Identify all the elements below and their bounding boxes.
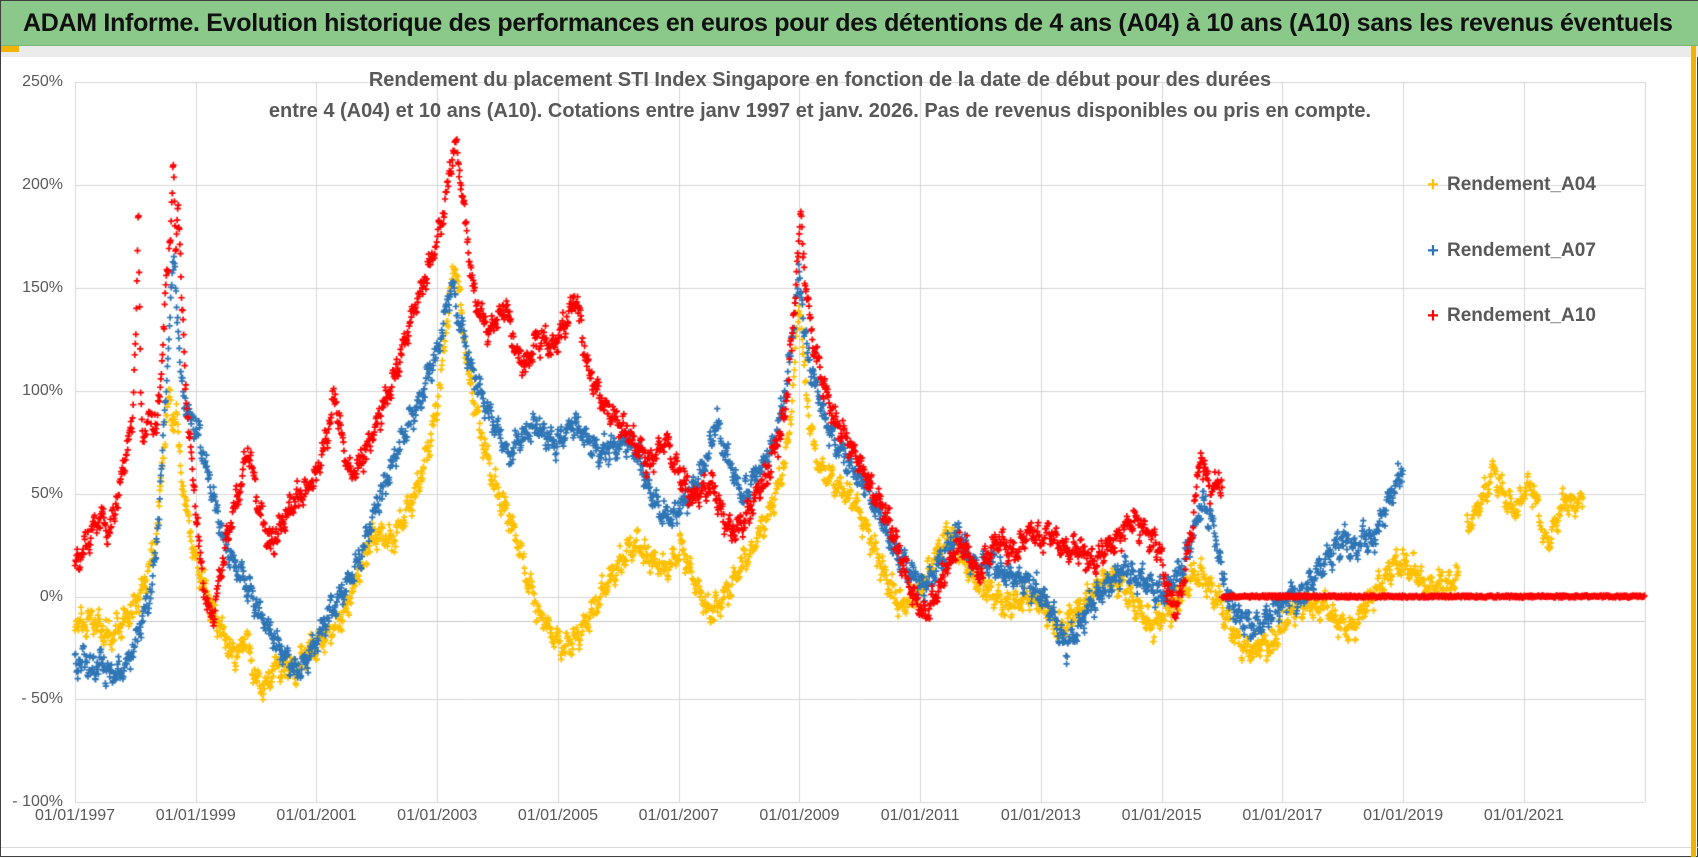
x-axis-label: 01/01/2015: [1121, 807, 1202, 824]
y-axis-label: - 100%: [12, 793, 63, 811]
y-axis-label: 50%: [30, 484, 63, 502]
legend-label: Rendement_A07: [1447, 240, 1596, 261]
chart-title: Rendement du placement STI Index Singapo…: [85, 65, 1555, 127]
y-axis-label: 0%: [39, 587, 63, 605]
y-axis-label: 250%: [22, 73, 63, 91]
legend-item-a04: + Rendement_A04: [1423, 172, 1596, 198]
bottom-divider: [1, 847, 1698, 848]
legend-plus-marker-icon: +: [1427, 240, 1439, 262]
x-axis-label: 01/01/2017: [1242, 807, 1323, 824]
y-axis-label: - 50%: [21, 690, 63, 708]
banner-left-accent: [1, 46, 19, 52]
right-edge-accent: [1691, 46, 1696, 857]
legend-item-a10: + Rendement_A10: [1423, 303, 1596, 329]
x-axis-label: 01/01/2011: [880, 807, 960, 824]
y-axis-label: 150%: [22, 278, 63, 296]
x-axis-label: 01/01/2007: [638, 807, 719, 824]
banner-title: ADAM Informe. Evolution historique des p…: [23, 8, 1673, 37]
legend-plus-marker-icon: +: [1427, 305, 1439, 327]
legend-label: Rendement_A04: [1447, 174, 1596, 195]
chart-title-line2: entre 4 (A04) et 10 ans (A10). Cotations…: [268, 100, 1372, 122]
x-axis-label: 01/01/2013: [1000, 807, 1081, 824]
x-axis-label: 01/01/1997: [34, 807, 116, 824]
chart-title-line1: Rendement du placement STI Index Singapo…: [368, 69, 1272, 91]
y-axis-label: 100%: [22, 381, 63, 399]
x-axis-label: 01/01/2001: [276, 807, 357, 824]
row-strip-divider: [1, 46, 1698, 57]
x-axis-label: 01/01/1999: [155, 807, 236, 824]
legend-label: Rendement_A10: [1447, 305, 1596, 326]
legend-plus-marker-icon: +: [1427, 174, 1439, 196]
x-axis-label: 01/01/2003: [397, 807, 478, 824]
x-axis-label: 01/01/2009: [759, 807, 840, 824]
legend-item-a07: + Rendement_A07: [1423, 238, 1596, 264]
x-axis-label: 01/01/2021: [1483, 807, 1564, 824]
y-axis-label: 200%: [22, 176, 63, 194]
banner: ADAM Informe. Evolution historique des p…: [1, 1, 1698, 46]
x-axis-label: 01/01/2005: [517, 807, 598, 824]
x-axis-label: 01/01/2019: [1363, 807, 1444, 824]
